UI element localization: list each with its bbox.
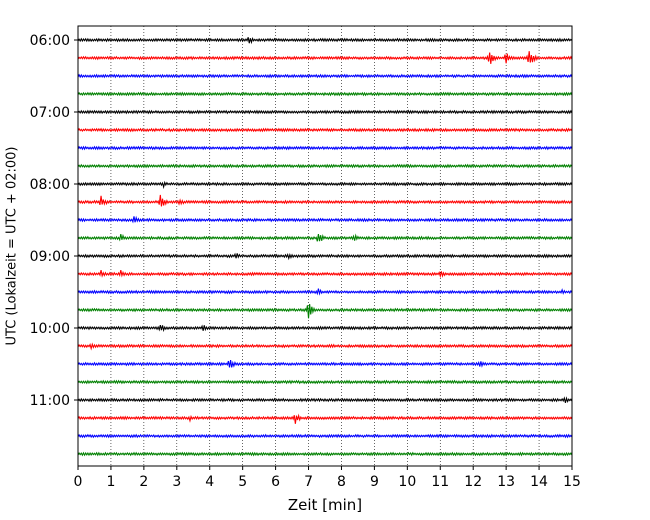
y-tick-label: 06:00	[30, 33, 70, 49]
seismogram-traces	[77, 37, 573, 457]
trace-line	[77, 145, 573, 151]
trace-line	[77, 269, 573, 279]
x-tick-label: 15	[563, 474, 581, 490]
trace-line	[77, 252, 573, 261]
x-tick-label: 6	[271, 474, 280, 490]
y-tick-label: 09:00	[30, 249, 70, 265]
trace-line	[77, 379, 573, 385]
trace-line	[77, 73, 573, 79]
x-tick-label: 9	[370, 474, 379, 490]
x-tick-label: 3	[172, 474, 181, 490]
x-tick-label: 1	[106, 474, 115, 490]
trace-line	[77, 324, 573, 333]
trace-line	[77, 360, 573, 368]
x-tick-label: 12	[464, 474, 482, 490]
y-axis-ticks: 06:00 07:00 08:00 09:00 10:00 11:00	[30, 33, 78, 409]
x-tick-label: 10	[398, 474, 416, 490]
x-tick-label: 0	[74, 474, 83, 490]
plot-frame	[77, 25, 573, 467]
trace-line	[77, 127, 573, 133]
x-tick-label: 8	[337, 474, 346, 490]
trace-line	[77, 413, 573, 424]
trace-line	[77, 433, 573, 439]
trace-line	[77, 342, 573, 351]
trace-line	[77, 180, 573, 190]
x-tick-label: 7	[304, 474, 313, 490]
x-grid-lines	[110, 26, 540, 466]
y-tick-label: 08:00	[30, 177, 70, 193]
y-axis-label: UTC (Lokalzeit = UTC + 02:00)	[5, 147, 20, 346]
trace-line	[77, 91, 573, 97]
trace-line	[77, 194, 573, 207]
y-tick-label: 11:00	[30, 393, 70, 409]
trace-line	[77, 304, 573, 319]
trace-line	[77, 51, 573, 64]
x-tick-label: 14	[530, 474, 548, 490]
x-tick-label: 13	[497, 474, 515, 490]
x-tick-label: 5	[238, 474, 247, 490]
trace-line	[77, 37, 573, 45]
trace-line	[77, 288, 573, 296]
y-tick-label: 10:00	[30, 321, 70, 337]
x-tick-label: 4	[205, 474, 214, 490]
x-axis-ticks: 0 1 2 3 4 5 6 7 8 9 10 11 12 13 14 15	[74, 466, 581, 490]
trace-line	[77, 396, 573, 404]
trace-line	[77, 163, 573, 169]
x-axis-label: Zeit [min]	[288, 496, 362, 514]
trace-line	[77, 451, 573, 457]
trace-line	[77, 109, 573, 115]
y-tick-label: 07:00	[30, 105, 70, 121]
trace-line	[77, 233, 573, 242]
x-tick-label: 2	[139, 474, 148, 490]
x-tick-label: 11	[431, 474, 449, 490]
trace-line	[77, 215, 573, 224]
